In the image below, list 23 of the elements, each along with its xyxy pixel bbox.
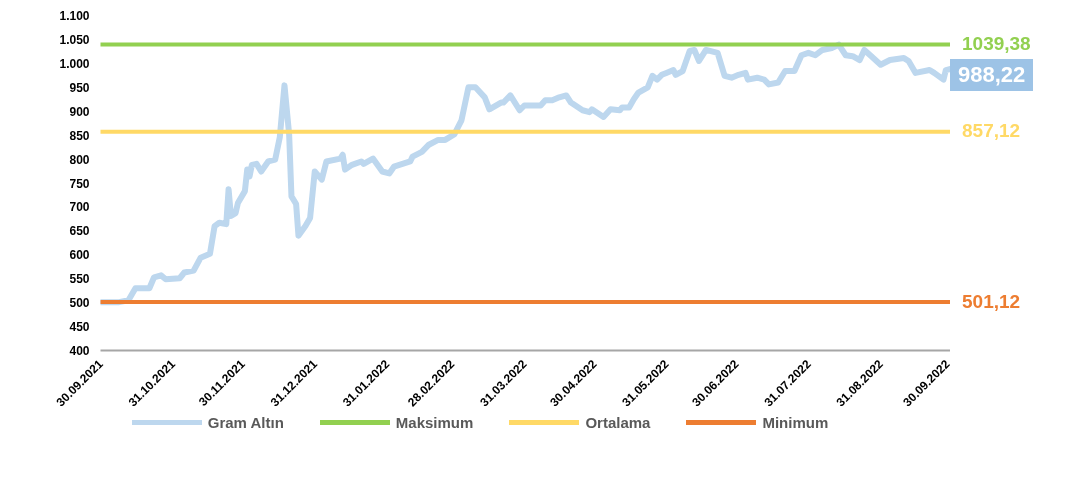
data-label: 857,12 [962,120,1021,143]
y-tick-label: 850 [69,128,90,143]
y-tick-label: 1.000 [59,56,90,71]
legend-label: Ortalama [585,414,651,431]
legend-label: Maksimum [395,414,474,431]
y-tick-label: 950 [69,80,90,95]
y-tick-label: 450 [69,320,90,335]
y-tick-label: 700 [69,200,90,215]
y-tick-label: 1.100 [59,9,90,23]
data-label: 1039,38 [962,33,1031,55]
y-tick-label: 800 [69,152,90,167]
y-tick-label: 600 [69,248,90,263]
y-tick-label: 550 [69,272,90,287]
legend-label: Minimum [762,414,829,431]
data-label: 988,22 [950,58,1034,91]
y-tick-label: 900 [69,104,90,119]
y-tick-label: 1.050 [59,32,90,47]
y-tick-label: 650 [69,224,90,239]
legend-label: Gram Altın [207,414,284,431]
data-label: 501,12 [962,290,1021,313]
y-tick-label: 750 [69,176,90,191]
y-tick-label: 400 [69,344,90,358]
y-tick-label: 500 [69,296,90,311]
